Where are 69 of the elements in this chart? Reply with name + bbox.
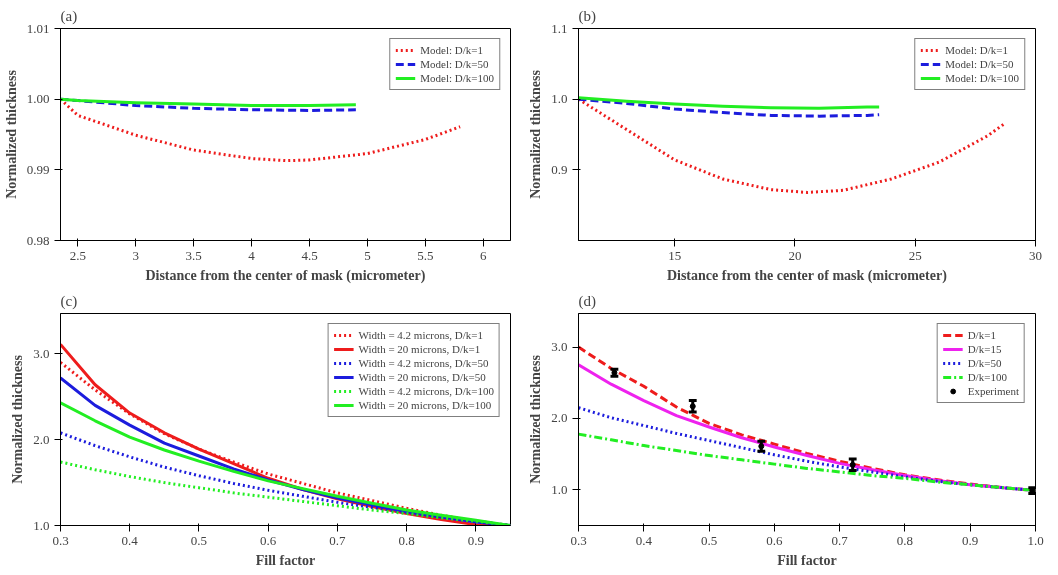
y-tick-label: 0.99	[26, 161, 50, 177]
legend-label: Model: D/k=100	[945, 72, 1019, 84]
y-tick-label: 1.0	[551, 481, 568, 497]
y-axis-title: Normalized thickness	[10, 354, 26, 484]
x-axis-title: Fill factor	[777, 552, 837, 568]
x-tick-label: 15	[668, 247, 682, 263]
legend-label: Width = 4.2 microns, D/k=1	[358, 329, 483, 341]
y-tick-label: 3.0	[33, 345, 50, 361]
x-tick-label: 0.8	[896, 532, 914, 548]
x-tick-label: 0.6	[260, 532, 277, 548]
x-tick-label: 4.5	[301, 247, 318, 263]
y-tick-label: 2.0	[33, 431, 50, 447]
x-tick-label: 0.9	[962, 532, 979, 548]
y-tick-label: 1.0	[33, 517, 50, 533]
x-tick-label: 0.4	[635, 532, 653, 548]
x-tick-label: 0.6	[766, 532, 783, 548]
x-tick-label: 3	[132, 247, 140, 263]
y-tick-label: 1.1	[551, 20, 568, 36]
x-tick-label: 6	[480, 247, 488, 263]
legend-label: Experiment	[967, 385, 1019, 397]
y-tick-label: 3.0	[551, 339, 568, 355]
legend-label: Width = 4.2 microns, D/k=100	[358, 385, 494, 397]
y-tick-label: 0.9	[551, 161, 568, 177]
chart-title: (b)	[578, 7, 596, 25]
x-tick-label: 20	[788, 247, 802, 263]
legend-label: Model: D/k=1	[945, 44, 1008, 56]
x-tick-label: 0.3	[570, 532, 587, 548]
x-axis-title: Fill factor	[255, 552, 316, 568]
x-axis-title: Distance from the center of mask (micrometer)	[145, 267, 426, 284]
legend-label: D/k=15	[967, 343, 1002, 355]
x-tick-label: 5.5	[417, 247, 434, 263]
x-tick-label: 1.0	[1027, 532, 1044, 548]
legend-label: Model: D/k=50	[945, 58, 1014, 70]
legend-label: Width = 20 microns, D/k=100	[358, 399, 492, 411]
y-tick-label: 0.98	[26, 232, 50, 248]
x-tick-label: 0.9	[467, 532, 485, 548]
y-axis-title: Normalized thickness	[3, 69, 19, 199]
x-tick-label: 3.5	[185, 247, 202, 263]
legend-label: Model: D/k=100	[420, 72, 494, 84]
x-tick-label: 25	[908, 247, 922, 263]
legend-label: Width = 4.2 microns, D/k=50	[358, 357, 489, 369]
legend-label: Model: D/k=1	[420, 44, 483, 56]
legend-label: Width = 20 microns, D/k=50	[358, 371, 486, 383]
y-tick-label: 1.0	[551, 91, 568, 107]
chart-title: (d)	[578, 292, 596, 310]
legend-label: Width = 20 microns, D/k=1	[358, 343, 481, 355]
chart-title: (a)	[60, 7, 78, 25]
x-axis-title: Distance from the center of mask (micrometer)	[666, 267, 948, 284]
legend-label: D/k=50	[967, 357, 1002, 369]
y-axis-title: Normalized thickness	[528, 354, 544, 484]
x-tick-label: 0.7	[831, 532, 849, 548]
x-tick-label: 0.4	[121, 532, 139, 548]
x-tick-label: 0.5	[700, 532, 718, 548]
x-tick-label: 4	[248, 247, 256, 263]
x-tick-label: 0.8	[398, 532, 415, 548]
x-tick-label: 2.5	[69, 247, 86, 263]
x-tick-label: 0.5	[190, 532, 208, 548]
chart-title: (c)	[60, 292, 78, 310]
y-tick-label: 2.0	[551, 410, 568, 426]
y-tick-label: 1.01	[26, 20, 50, 36]
x-tick-label: 0.7	[329, 532, 347, 548]
legend-label: Model: D/k=50	[420, 58, 489, 70]
y-tick-label: 1.00	[26, 91, 50, 107]
x-tick-label: 0.3	[52, 532, 69, 548]
y-axis-title: Normalized thickness	[528, 69, 544, 199]
legend-label: D/k=1	[967, 329, 996, 341]
x-tick-label: 30	[1029, 247, 1042, 263]
x-tick-label: 5	[364, 247, 371, 263]
legend-label: D/k=100	[967, 371, 1007, 383]
